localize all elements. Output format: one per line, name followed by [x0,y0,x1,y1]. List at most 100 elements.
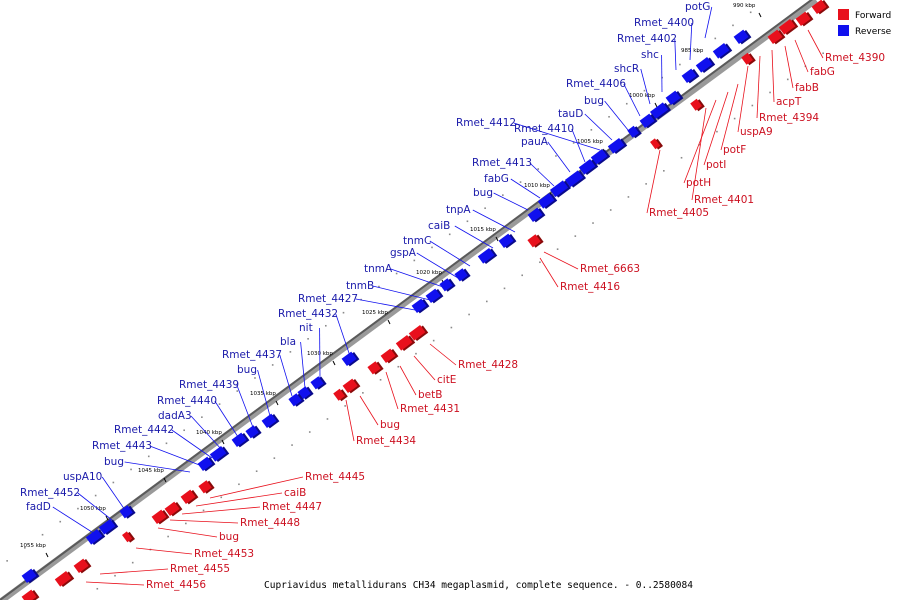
gene-block [197,456,216,472]
leader-line [704,6,713,39]
track-dot [183,429,185,432]
gene-block [767,29,786,45]
forward-gene-label: Rmet_6663 [580,263,640,275]
track-dot [362,392,364,394]
leader-line [236,384,255,431]
forward-gene-labels: Rmet_4390 fabG fabB acpT Rmet_4394 uspA9 potF p… [146,52,885,591]
tick-mark [221,439,225,445]
track-dot [415,352,417,355]
track-dot [822,52,824,55]
reverse-gene-label: Rmet_4410 [514,123,574,135]
reverse-gene-label: Rmet_4437 [222,349,282,361]
forward-gene-label: Rmet_4456 [146,579,206,591]
track-dot [238,483,240,486]
track-dot [786,78,789,81]
tick-label: 1045 kbp [138,468,164,474]
forward-gene-label: potI [706,159,726,171]
gene-block [73,558,92,574]
track-dot [643,89,646,92]
reverse-gene-label: caiB [428,220,450,232]
tick-label: 985 kbp [681,48,704,54]
track-dot [96,587,99,590]
track-dot [485,300,488,303]
track-dot [519,181,522,183]
leader-line [794,39,809,73]
leader-line [359,395,379,426]
leader-line [543,251,579,270]
track-dot [291,444,293,446]
forward-gene-label: potF [723,144,746,156]
reverse-gene-label: pauA [521,136,549,148]
reverse-gene-label: uspA10 [63,471,102,483]
reverse-gene-label: Rmet_4402 [617,33,677,45]
reverse-gene-label: bug [473,187,493,199]
forward-gene-label: bug [219,531,239,543]
tick-dots [6,11,824,590]
gene-block [21,568,40,584]
track-dot [679,63,681,66]
leader-line [399,365,417,396]
track-dot [749,11,752,14]
reverse-gene-label: shc [641,49,659,61]
gene-block [408,325,429,341]
forward-gene-label: Rmet_4448 [240,517,300,529]
track-dot [344,405,346,407]
leader-line [472,209,516,233]
gene-block [690,98,705,112]
track-dot [165,442,168,445]
forward-gene-label: acpT [776,96,802,108]
reverse-gene-label: bug [104,456,124,468]
leader-line [355,298,416,311]
gene-block [380,348,399,364]
track-dot [218,403,221,405]
tick-label: 1055 kbp [20,543,46,549]
track-dot [590,129,593,131]
track-dot [716,130,718,133]
track-dot [503,287,506,290]
track-dot [254,377,256,379]
leader-line [169,519,239,524]
forward-gene-label: betB [418,389,442,401]
leader-line [345,399,355,442]
reverse-gene-label: tauD [558,108,583,120]
gene-block [310,376,327,390]
leader-line [190,415,223,451]
gene-block [54,571,75,587]
leader-line [539,257,559,288]
reverse-gene-label: Rmet_4442 [114,424,174,436]
track-dot [521,274,523,277]
gene-block [578,159,599,175]
track-dot [555,155,557,157]
track-dot [696,50,699,53]
track-dot [59,520,62,523]
track-dot [326,418,329,420]
tick-mark [45,552,49,558]
leader-line [756,55,761,119]
leader-line [640,68,651,105]
track-dot [307,338,309,340]
gene-block [550,180,572,198]
leader-line [771,49,775,103]
leader-line [784,45,794,89]
gene-block [650,102,672,120]
track-dot [537,168,540,170]
forward-gene-label: Rmet_4453 [194,548,254,560]
track-dot [625,102,628,105]
track-dot [627,196,630,198]
gene-block [333,388,348,402]
gene-block [627,125,642,139]
track-dot [147,455,150,458]
gene-block [565,170,587,188]
gene-block [151,509,170,525]
track-dot [342,311,345,314]
forward-gene-label: Rmet_4416 [560,281,620,293]
reverse-gene-label: gspA [390,247,417,259]
track-dot [255,470,258,473]
track-dot [94,494,97,497]
leader-line [372,285,431,301]
reverse-gene-label: shcR [614,63,639,75]
gene-block [341,351,360,367]
forward-gene-label: Rmet_4447 [262,501,322,513]
gene-block [342,378,361,394]
